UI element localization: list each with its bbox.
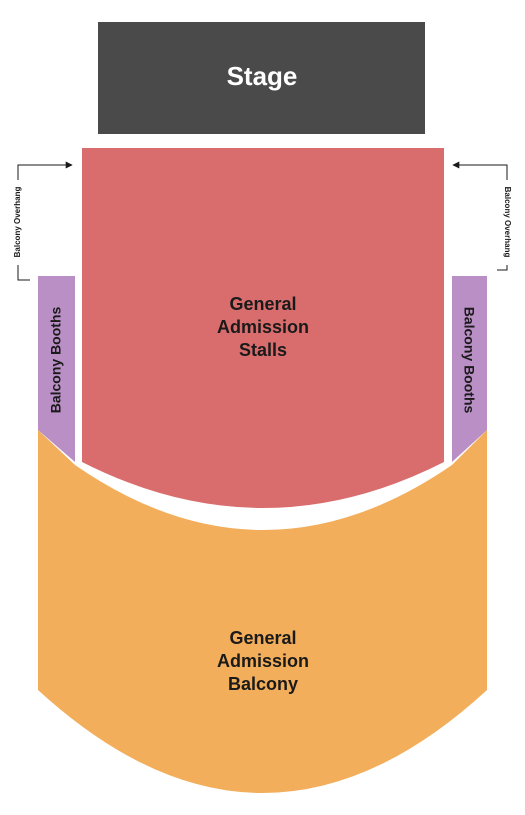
stage — [98, 22, 425, 134]
section-label: Admission — [217, 651, 309, 671]
booth-label: Balcony Booths — [461, 307, 477, 414]
overhang-bracket-right — [452, 161, 508, 271]
section-label: Balcony — [228, 674, 298, 694]
balcony-section[interactable] — [38, 430, 487, 793]
stalls-section[interactable] — [82, 148, 444, 508]
section-label: Admission — [217, 317, 309, 337]
overhang-label: Balcony Overhang — [13, 187, 22, 258]
booths-right[interactable] — [452, 276, 487, 462]
overhang-bracket-left — [17, 161, 73, 281]
booth-label: Balcony Booths — [48, 307, 64, 414]
section-label: General — [229, 628, 296, 648]
booths-left[interactable] — [38, 276, 75, 462]
stage-label: Stage — [227, 61, 298, 91]
section-label: General — [229, 294, 296, 314]
overhang-label: Balcony Overhang — [503, 187, 512, 258]
section-label: Stalls — [239, 340, 287, 360]
